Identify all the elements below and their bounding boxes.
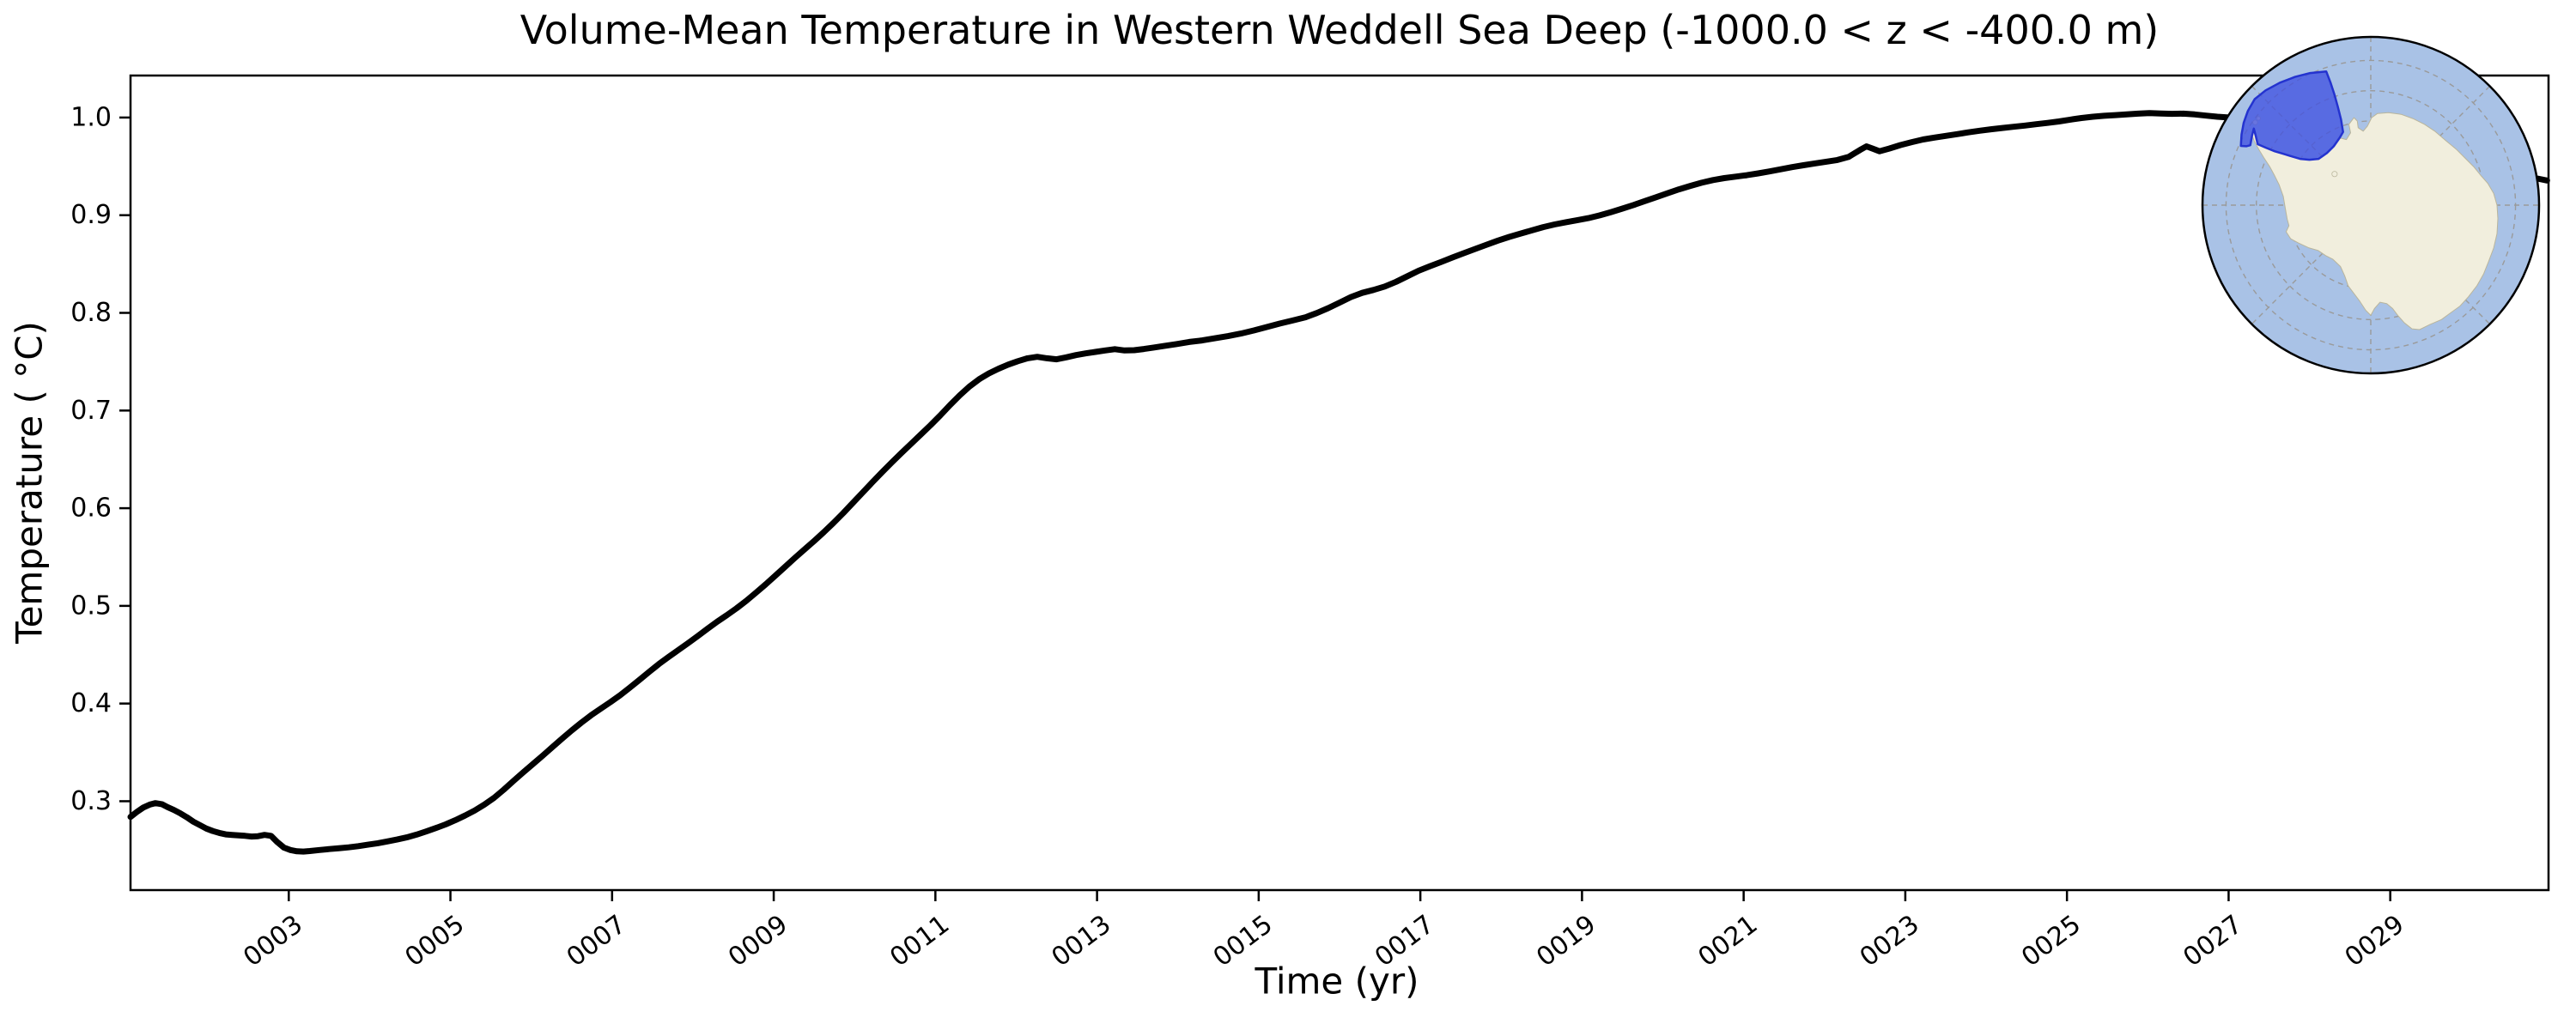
y-tick-label: 0.7 <box>70 396 112 426</box>
y-tick-label: 0.4 <box>70 688 112 718</box>
x-tick-label: 0029 <box>2339 909 2409 972</box>
map-highlight-region-western-weddell-sea <box>2239 70 2344 161</box>
x-tick-label: 0017 <box>1370 909 1440 972</box>
x-tick-label: 0007 <box>562 909 632 972</box>
map-island <box>2331 171 2338 178</box>
x-axis-label: Time (yr) <box>1255 960 1419 1003</box>
x-tick-label: 0013 <box>1046 909 1116 972</box>
map-antarctica-land <box>2251 112 2499 330</box>
axes: 1.0 0.9 0.8 0.7 0.6 0.5 0.4 0.3 0003 0005 0007 0009… <box>70 102 2409 972</box>
x-tick-label: 0023 <box>1855 909 1925 972</box>
x-tick-label: 0015 <box>1208 909 1279 972</box>
y-tick-label: 1.0 <box>70 102 112 132</box>
x-tick-label: 0009 <box>723 909 793 972</box>
temperature-line <box>127 110 2550 855</box>
map-border <box>2201 35 2541 375</box>
y-tick-label: 0.6 <box>70 494 112 524</box>
x-tick-label: 0019 <box>1531 909 1601 972</box>
y-tick-label: 0.9 <box>70 200 112 230</box>
x-tick-label: 0003 <box>238 909 308 972</box>
y-tick-label: 0.8 <box>70 298 112 328</box>
plot-box <box>129 74 2550 892</box>
y-tick-label: 0.5 <box>70 591 112 621</box>
y-tick-label: 0.3 <box>70 786 112 816</box>
x-tick-label: 0027 <box>2178 909 2248 972</box>
x-tick-label: 0021 <box>1692 909 1763 972</box>
x-tick-label: 0011 <box>884 909 955 972</box>
antarctica-inset-map <box>2201 35 2541 375</box>
x-tick-label: 0025 <box>2016 909 2087 972</box>
chart-title: Volume-Mean Temperature in Western Wedde… <box>519 7 2160 53</box>
x-tick-label: 0005 <box>399 909 470 972</box>
